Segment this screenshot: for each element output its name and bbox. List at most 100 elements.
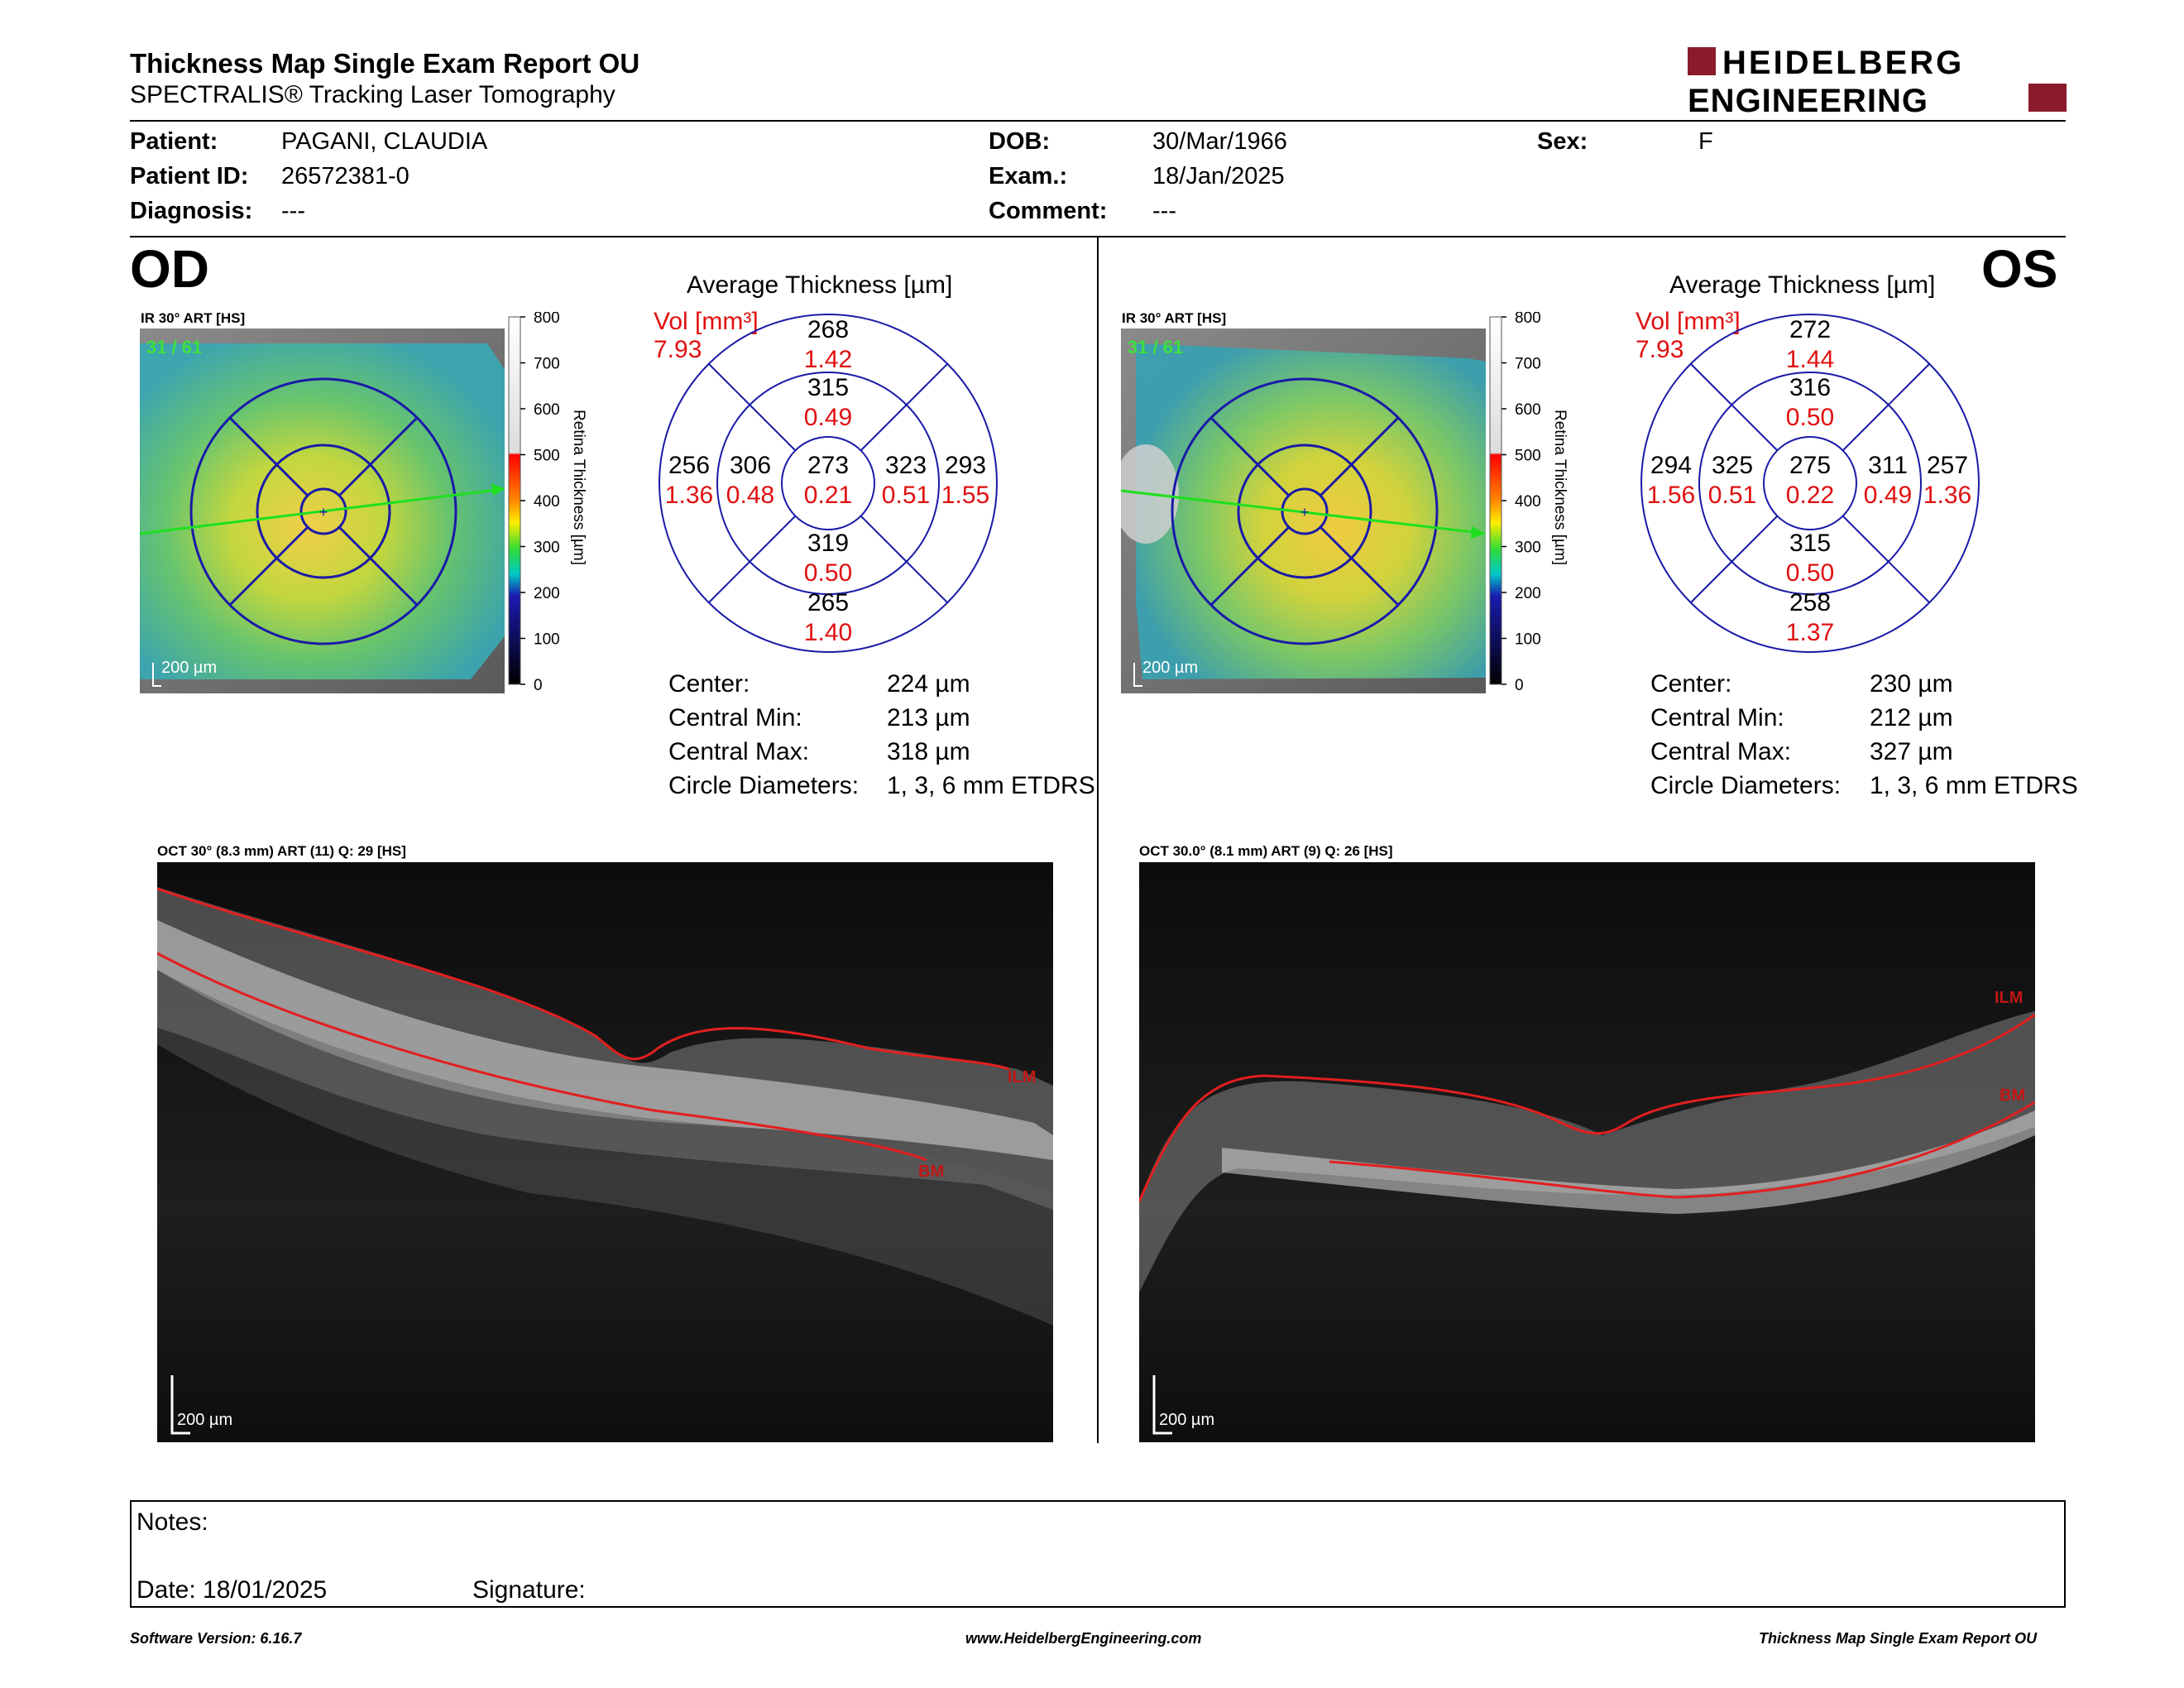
od-outer-sup-volume: 1.42 bbox=[804, 346, 852, 373]
od-inner-sup-volume: 0.49 bbox=[804, 404, 852, 431]
os-inner-inf-thickness: 315 bbox=[1789, 530, 1831, 557]
od-center-value: 224 µm bbox=[887, 670, 970, 698]
os-ilm-label: ILM bbox=[1995, 989, 2023, 1007]
os-frame-count: 31 / 61 bbox=[1128, 337, 1183, 357]
os-outer-sup-volume: 1.44 bbox=[1786, 346, 1834, 373]
od-inner-right-thickness: 323 bbox=[885, 452, 927, 479]
od-vol-value: 7.93 bbox=[654, 336, 702, 363]
od-oct-label: OCT 30° (8.3 mm) ART (11) Q: 29 [HS] bbox=[157, 843, 406, 859]
os-max-label: Central Max: bbox=[1650, 738, 1792, 765]
od-diam-label: Circle Diameters: bbox=[668, 772, 860, 799]
brand-line2: ENGINEERING bbox=[1688, 83, 1928, 116]
os-outer-right-thickness: 257 bbox=[1927, 452, 1968, 479]
os-colorbar-tick-label: 100 bbox=[1515, 631, 1541, 649]
od-oct-scan: ILM BM 200 µm bbox=[157, 862, 1053, 1442]
patient-name: PAGANI, CLAUDIA bbox=[281, 128, 488, 155]
od-frame-count: 31 / 61 bbox=[146, 337, 202, 357]
os-outer-right-volume: 1.36 bbox=[1923, 482, 1971, 509]
os-oct-scale: 200 µm bbox=[1159, 1411, 1214, 1429]
os-label: OS bbox=[1981, 239, 2058, 299]
patient-id-label: Patient ID: bbox=[130, 163, 249, 189]
od-inner-left-volume: 0.48 bbox=[726, 482, 774, 509]
od-colorbar-title: Retina Thickness [µm] bbox=[570, 410, 587, 565]
od-label: OD bbox=[130, 239, 209, 299]
notes-box[interactable]: Notes: Date: 18/01/2025 Signature: bbox=[130, 1500, 2066, 1608]
od-thickness-map: + 31 / 61 200 µm bbox=[140, 328, 505, 693]
patient-id: 26572381-0 bbox=[281, 163, 410, 189]
od-inner-inf-thickness: 319 bbox=[807, 530, 849, 557]
os-vol-label: Vol [mm³] bbox=[1636, 308, 1741, 335]
os-inner-right-thickness: 311 bbox=[1868, 452, 1908, 479]
od-inner-left-thickness: 306 bbox=[730, 452, 771, 479]
od-colorbar-ticks: 800 700 600 500 400 300 200 100 0 bbox=[520, 312, 560, 693]
od-inner-right-volume: 0.51 bbox=[882, 482, 930, 509]
exam-label: Exam.: bbox=[989, 163, 1068, 189]
os-bm-label: BM bbox=[2000, 1086, 2025, 1105]
report-subtitle: SPECTRALIS® Tracking Laser Tomography bbox=[130, 81, 615, 108]
os-vol-value: 7.93 bbox=[1636, 336, 1684, 363]
comment-value: --- bbox=[1152, 198, 1176, 224]
os-inner-left-thickness: 325 bbox=[1712, 452, 1753, 479]
footer-website[interactable]: www.HeidelbergEngineering.com bbox=[965, 1630, 1202, 1647]
os-colorbar-tick-label: 600 bbox=[1515, 401, 1541, 419]
od-outer-left-thickness: 256 bbox=[668, 452, 710, 479]
svg-text:+: + bbox=[319, 504, 328, 520]
os-colorbar-tick-label: 0 bbox=[1515, 677, 1524, 693]
os-oct-label: OCT 30.0° (8.1 mm) ART (9) Q: 26 [HS] bbox=[1139, 843, 1393, 859]
os-inner-sup-volume: 0.50 bbox=[1786, 404, 1834, 431]
os-thickness-map: + 31 / 61 200 µm bbox=[1121, 328, 1486, 693]
os-colorbar-tick-label: 800 bbox=[1515, 312, 1541, 327]
od-inner-sup-thickness: 315 bbox=[807, 374, 849, 401]
os-outer-inf-thickness: 258 bbox=[1789, 589, 1831, 616]
os-diam-value: 1, 3, 6 mm ETDRS bbox=[1870, 772, 2078, 799]
od-colorbar-tick-label: 200 bbox=[534, 585, 560, 602]
os-min-label: Central Min: bbox=[1650, 704, 1784, 731]
od-colorbar: 800 700 600 500 400 300 200 100 0 Retina Thickne… bbox=[508, 312, 587, 693]
heidelberg-logo: HEIDELBERG ENGINEERING bbox=[1688, 46, 2067, 116]
notes-signature: Signature: bbox=[472, 1576, 586, 1604]
footer-software-version: Software Version: 6.16.7 bbox=[130, 1630, 302, 1647]
od-inner-inf-volume: 0.50 bbox=[804, 559, 852, 587]
os-colorbar-tick-label: 700 bbox=[1515, 356, 1541, 373]
od-colorbar-tick-label: 800 bbox=[534, 312, 560, 327]
os-diam-label: Circle Diameters: bbox=[1650, 772, 1842, 799]
notes-label: Notes: bbox=[136, 1508, 208, 1536]
od-min-value: 213 µm bbox=[887, 704, 970, 731]
os-outer-left-volume: 1.56 bbox=[1647, 482, 1695, 509]
od-center-volume: 0.21 bbox=[804, 482, 852, 509]
os-colorbar-title: Retina Thickness [µm] bbox=[1551, 410, 1569, 565]
od-etdrs-grid: 268 1.42 315 0.49 273 0.21 319 0.50 265 … bbox=[659, 314, 998, 653]
od-ir-label: IR 30° ART [HS] bbox=[141, 310, 246, 326]
os-inner-sup-thickness: 316 bbox=[1789, 374, 1831, 401]
exam-value: 18/Jan/2025 bbox=[1152, 163, 1285, 189]
os-colorbar-tick-label: 200 bbox=[1515, 585, 1541, 602]
os-center-thickness: 275 bbox=[1789, 452, 1831, 479]
od-vol-label: Vol [mm³] bbox=[654, 308, 759, 335]
sex-value: F bbox=[1698, 128, 1713, 155]
os-inner-inf-volume: 0.50 bbox=[1786, 559, 1834, 587]
od-oct-scale: 200 µm bbox=[177, 1411, 232, 1429]
od-outer-left-volume: 1.36 bbox=[665, 482, 713, 509]
brand-line1: HEIDELBERG bbox=[1722, 46, 1964, 81]
os-inner-left-volume: 0.51 bbox=[1708, 482, 1756, 509]
od-avg-title: Average Thickness [µm] bbox=[687, 271, 953, 299]
os-outer-inf-volume: 1.37 bbox=[1786, 619, 1834, 646]
comment-label: Comment: bbox=[989, 198, 1108, 224]
patient-label: Patient: bbox=[130, 128, 218, 155]
od-colorbar-tick-label: 0 bbox=[534, 677, 543, 693]
os-colorbar-tick-label: 300 bbox=[1515, 539, 1541, 557]
os-etdrs-grid: 272 1.44 316 0.50 275 0.22 315 0.50 258 … bbox=[1640, 314, 1980, 653]
os-colorbar-tick-label: 400 bbox=[1515, 493, 1541, 511]
diagnosis-label: Diagnosis: bbox=[130, 198, 253, 224]
svg-text:+: + bbox=[1300, 504, 1310, 520]
od-max-value: 318 µm bbox=[887, 738, 970, 765]
footer-report-name: Thickness Map Single Exam Report OU bbox=[1759, 1630, 2038, 1647]
notes-date: Date: 18/01/2025 bbox=[136, 1576, 328, 1604]
od-min-label: Central Min: bbox=[668, 704, 802, 731]
os-oct-scan: ILM BM 200 µm bbox=[1139, 862, 2035, 1442]
od-ilm-label: ILM bbox=[1008, 1068, 1036, 1086]
od-outer-inf-volume: 1.40 bbox=[804, 619, 852, 646]
os-map-scale: 200 µm bbox=[1142, 659, 1198, 677]
os-min-value: 212 µm bbox=[1870, 704, 1953, 731]
os-colorbar-tick-label: 500 bbox=[1515, 448, 1541, 465]
